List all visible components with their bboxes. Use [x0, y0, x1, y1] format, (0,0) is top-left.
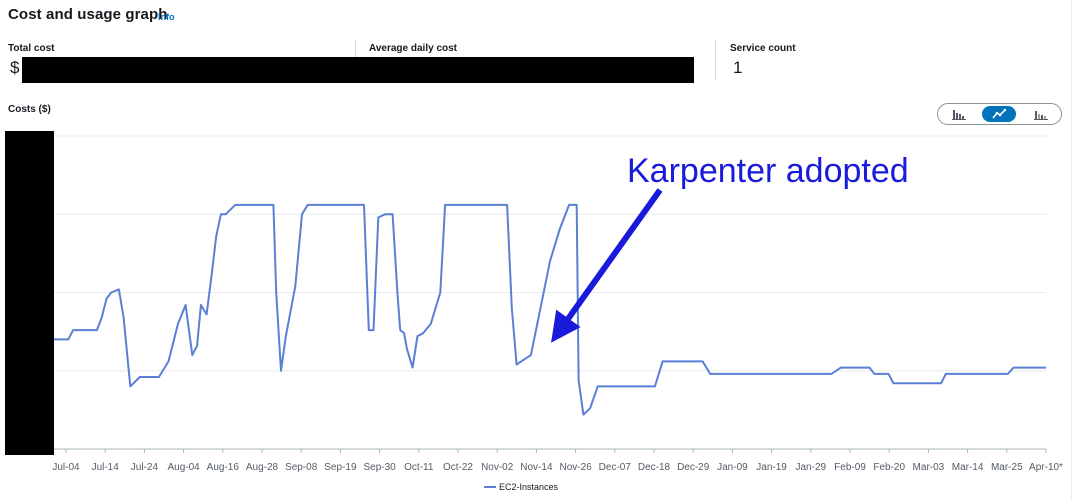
- x-tick-label: Nov-14: [520, 462, 553, 473]
- y-axis-label: Costs ($): [8, 104, 51, 115]
- line-chart-icon: [992, 108, 1006, 119]
- x-tick-label: Jan-29: [796, 462, 827, 473]
- x-tick-label: Dec-29: [677, 462, 710, 473]
- x-tick-label: Dec-18: [638, 462, 671, 473]
- chart-type-toggle: [937, 103, 1062, 125]
- x-tick-label: Sep-19: [324, 462, 357, 473]
- stat-divider: [715, 40, 716, 80]
- x-tick-label: Jan-19: [756, 462, 787, 473]
- info-link[interactable]: Info: [158, 12, 175, 22]
- annotation-text: Karpenter adopted: [627, 152, 909, 190]
- legend-entry: EC2-Instances: [499, 482, 559, 492]
- x-tick-label: Oct-11: [404, 462, 434, 473]
- service-count-value: 1: [733, 58, 743, 77]
- annotation-arrow: [551, 188, 663, 343]
- x-tick-label: Jul-04: [52, 462, 80, 473]
- bar-chart-icon: [952, 110, 966, 120]
- x-tick-label: Jan-09: [717, 462, 748, 473]
- service-count-label: Service count: [730, 43, 796, 54]
- stacked-bar-button[interactable]: [1024, 106, 1058, 122]
- bar-chart-button[interactable]: [942, 106, 976, 122]
- x-tick-label: Nov-26: [559, 462, 592, 473]
- x-tick-label: Mar-25: [991, 462, 1023, 473]
- line-chart-button[interactable]: [982, 106, 1016, 122]
- x-tick-label: Sep-08: [285, 462, 318, 473]
- panel-title: Cost and usage graph: [8, 6, 168, 23]
- x-tick-label: Aug-16: [207, 462, 240, 473]
- x-tick-label: Aug-28: [246, 462, 279, 473]
- x-tick-label: Aug-04: [167, 462, 200, 473]
- redaction-bar: [22, 57, 694, 83]
- x-tick-label: Dec-07: [599, 462, 632, 473]
- x-tick-label: Jul-14: [92, 462, 120, 473]
- x-axis-ticks: Jul-04 Jul-14 Jul-24 Aug-04 Aug-16 Aug-28 Sep-…: [52, 449, 1063, 473]
- x-tick-label: Feb-09: [834, 462, 866, 473]
- legend: EC2-Instances: [484, 482, 559, 492]
- y-axis-redaction: [5, 131, 54, 455]
- gridlines: [54, 135, 1046, 372]
- x-tick-label: Mar-03: [913, 462, 945, 473]
- x-tick-label: Sep-30: [363, 462, 396, 473]
- x-tick-label: Apr-10*: [1029, 462, 1063, 473]
- stacked-bar-icon: [1034, 111, 1048, 120]
- x-tick-label: Mar-14: [952, 462, 984, 473]
- x-tick-label: Feb-20: [873, 462, 905, 473]
- x-tick-label: Jul-24: [131, 462, 159, 473]
- series-line-ec2-instances: [54, 203, 1046, 416]
- average-daily-cost-label: Average daily cost: [369, 43, 458, 54]
- total-cost-value: $: [10, 58, 20, 77]
- x-tick-label: Oct-22: [443, 462, 473, 473]
- total-cost-label: Total cost: [8, 43, 55, 54]
- x-tick-label: Nov-02: [481, 462, 514, 473]
